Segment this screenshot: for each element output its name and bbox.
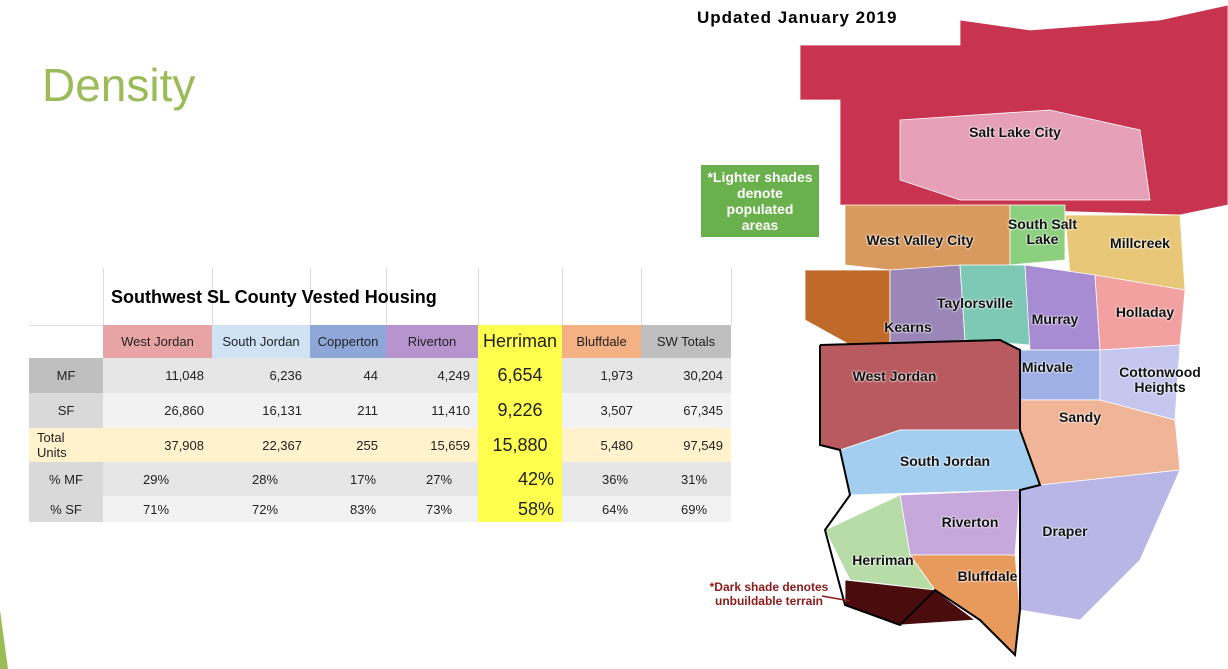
dark-note: *Dark shade denotes unbuildable terrain bbox=[709, 580, 829, 608]
table-cell: 16,131 bbox=[212, 393, 310, 428]
column-header: SW Totals bbox=[641, 325, 731, 358]
map-label: Salt Lake City bbox=[969, 124, 1061, 140]
table-cell: 69% bbox=[641, 496, 731, 522]
table-rule bbox=[641, 268, 642, 325]
table-cell: 31% bbox=[641, 462, 731, 496]
decoration bbox=[0, 610, 8, 669]
table-cell: 11,410 bbox=[386, 393, 478, 428]
table-cell: 15,880 bbox=[478, 428, 562, 462]
table-cell: 97,549 bbox=[641, 428, 731, 462]
table-cell: 64% bbox=[562, 496, 641, 522]
table-cell: 73% bbox=[386, 496, 478, 522]
table-rule bbox=[103, 268, 104, 325]
row-header: Total Units bbox=[29, 428, 103, 462]
map-label: Herriman bbox=[852, 552, 914, 568]
slide-title: Density bbox=[42, 59, 196, 111]
map-label: Holladay bbox=[1115, 304, 1175, 320]
column-header: Copperton bbox=[310, 325, 386, 358]
table-cell: 37,908 bbox=[103, 428, 212, 462]
table-title: Southwest SL County Vested Housing bbox=[111, 286, 437, 307]
map-label: Draper bbox=[1042, 523, 1088, 539]
table-cell: 15,659 bbox=[386, 428, 478, 462]
table-cell: 42% bbox=[478, 462, 562, 496]
map-updated: Updated January 2019 bbox=[697, 8, 898, 27]
column-header: South Jordan bbox=[212, 325, 310, 358]
map bbox=[799, 4, 1228, 658]
map-label: South Jordan bbox=[899, 453, 991, 469]
table-cell: 3,507 bbox=[562, 393, 641, 428]
table-cell: 6,236 bbox=[212, 358, 310, 393]
table-rule bbox=[386, 268, 387, 325]
table-cell: 22,367 bbox=[212, 428, 310, 462]
table-cell: 58% bbox=[478, 496, 562, 522]
column-header: Herriman bbox=[478, 325, 562, 358]
map-label: Millcreek bbox=[1110, 235, 1170, 251]
table-cell: 71% bbox=[103, 496, 212, 522]
table-cell: 1,973 bbox=[562, 358, 641, 393]
row-header: % SF bbox=[29, 496, 103, 522]
table-cell: 5,480 bbox=[562, 428, 641, 462]
map-label: Kearns bbox=[884, 319, 932, 335]
table-cell: 27% bbox=[386, 462, 478, 496]
map-label: Cottonwood Heights bbox=[1119, 364, 1201, 395]
column-header: Riverton bbox=[386, 325, 478, 358]
table-cell: 4,249 bbox=[386, 358, 478, 393]
map-label: Sandy bbox=[1058, 409, 1101, 425]
table-cell: 11,048 bbox=[103, 358, 212, 393]
map-label: Midvale bbox=[1021, 359, 1074, 375]
table-cell: 72% bbox=[212, 496, 310, 522]
map-label: West Jordan bbox=[852, 368, 937, 384]
table-cell: 211 bbox=[310, 393, 386, 428]
map-label: Riverton bbox=[941, 514, 999, 530]
map-label: Taylorsville bbox=[936, 295, 1013, 311]
table-cell: 255 bbox=[310, 428, 386, 462]
table-cell: 83% bbox=[310, 496, 386, 522]
table-cell: 29% bbox=[103, 462, 212, 496]
row-header: % MF bbox=[29, 462, 103, 496]
table-cell: 26,860 bbox=[103, 393, 212, 428]
table-cell: 36% bbox=[562, 462, 641, 496]
table-cell: 67,345 bbox=[641, 393, 731, 428]
table-rule bbox=[562, 268, 563, 325]
table-cell: 6,654 bbox=[478, 358, 562, 393]
row-header: MF bbox=[29, 358, 103, 393]
table-rule bbox=[478, 268, 479, 325]
table-cell: 9,226 bbox=[478, 393, 562, 428]
table-cell: 28% bbox=[212, 462, 310, 496]
map-label: South Salt Lake bbox=[1007, 216, 1078, 247]
table-cell: 17% bbox=[310, 462, 386, 496]
table-rule bbox=[212, 268, 213, 325]
map-label: Murray bbox=[1031, 311, 1079, 327]
table-rule bbox=[731, 268, 732, 325]
column-header: Bluffdale bbox=[562, 325, 641, 358]
table-cell: 44 bbox=[310, 358, 386, 393]
row-header: SF bbox=[29, 393, 103, 428]
column-header: West Jordan bbox=[103, 325, 212, 358]
map-label: West Valley City bbox=[866, 232, 974, 248]
table-cell: 30,204 bbox=[641, 358, 731, 393]
light-note: *Lighter shades denote populated areas bbox=[701, 165, 819, 237]
map-label: Bluffdale bbox=[957, 568, 1018, 584]
table-rule bbox=[310, 268, 311, 325]
